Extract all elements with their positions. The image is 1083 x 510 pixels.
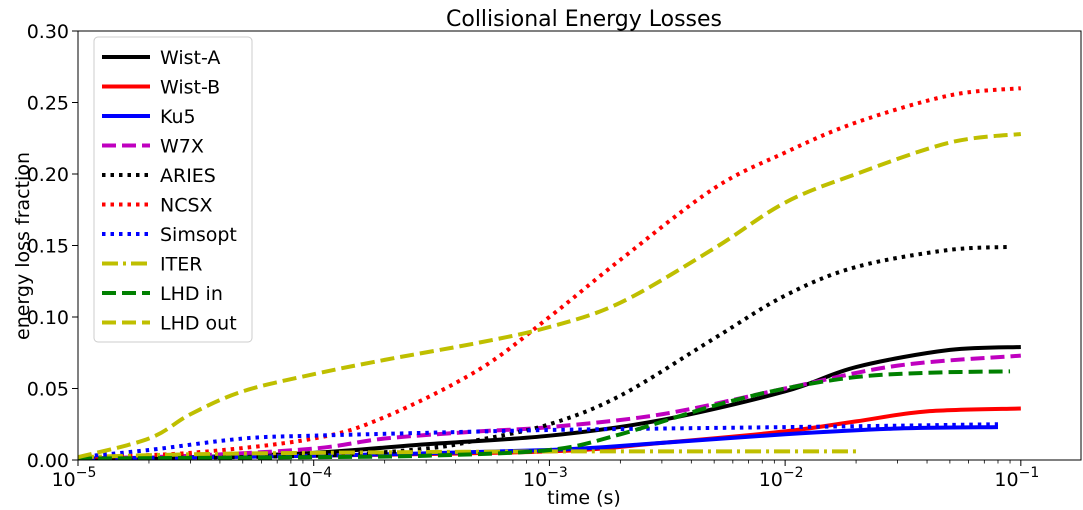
legend-label: ITER — [160, 254, 202, 276]
legend-label: ARIES — [160, 165, 216, 187]
series-line-ncsx — [78, 86, 1022, 460]
plot-area — [77, 30, 1082, 461]
series-line-lhd-out — [78, 131, 1022, 460]
y-tick-label: 0.05 — [27, 379, 69, 401]
y-axis-label: energy loss fraction — [12, 152, 34, 340]
legend-label: W7X — [160, 136, 204, 158]
axis-ticks: 0.00 0.05 0.10 0.15 0.20 0.25 0.30 10−5 10−4 10−3… — [27, 21, 1040, 491]
legend-label: LHD out — [160, 313, 237, 335]
x-tick-label: 10−1 — [994, 465, 1039, 491]
legend-label: LHD in — [160, 283, 223, 305]
legend-label: Simsopt — [160, 224, 237, 246]
x-tick-label: 10−5 — [52, 465, 97, 491]
series-line-simsopt — [78, 422, 999, 460]
series-lines — [78, 86, 1022, 460]
series-line-lhd-in — [78, 369, 1011, 460]
legend-box — [93, 36, 253, 343]
legend-label: Wist-A — [160, 47, 220, 69]
y-tick-label: 0.20 — [27, 164, 69, 186]
y-tick-label: 0.10 — [27, 307, 69, 329]
legend: Wist-A Wist-B Ku5 W7X ARIES NCSX Simsopt ITER LH… — [93, 36, 253, 343]
series-line-w7x — [78, 353, 1021, 460]
x-axis-label: time (s) — [547, 487, 621, 509]
series-line-aries — [78, 244, 1011, 460]
x-tick-label: 10−3 — [523, 465, 568, 491]
x-tick-label: 10−4 — [287, 465, 332, 491]
y-tick-label: 0.15 — [27, 236, 69, 258]
legend-label: Wist-B — [160, 77, 220, 99]
series-line-iter — [78, 449, 857, 460]
y-tick-label: 0.00 — [27, 450, 69, 472]
y-tick-label: 0.30 — [27, 21, 69, 43]
x-tick-label: 10−2 — [759, 465, 804, 491]
y-tick-label: 0.25 — [27, 93, 69, 115]
chart-title: Collisional Energy Losses — [446, 7, 722, 32]
legend-label: Ku5 — [160, 106, 196, 128]
series-line-wist-a — [78, 345, 1021, 460]
legend-label: NCSX — [160, 195, 213, 217]
